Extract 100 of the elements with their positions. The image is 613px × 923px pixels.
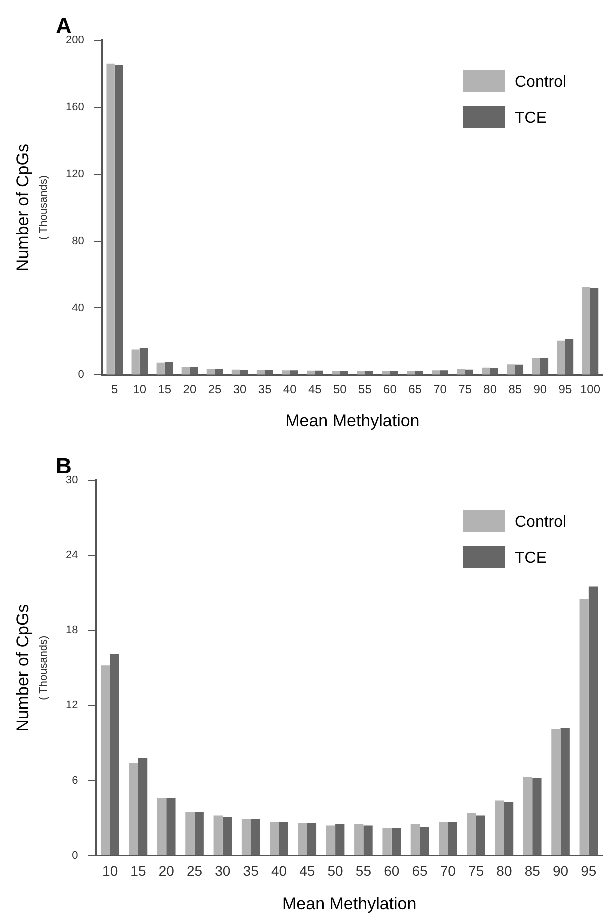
bar (279, 822, 288, 856)
bar (565, 339, 574, 375)
x-tick-label: 80 (484, 382, 498, 397)
y-tick-label: 200 (66, 34, 84, 46)
bar (476, 816, 486, 856)
x-tick-label: 35 (258, 382, 272, 397)
bar (315, 370, 324, 375)
bar (132, 350, 140, 375)
y-tick-label: 30 (66, 474, 78, 486)
x-tick-label: 65 (412, 863, 428, 880)
bar (215, 369, 224, 375)
bar (364, 826, 373, 856)
x-tick-label: 80 (496, 863, 512, 880)
y-tick-label: 80 (72, 235, 84, 248)
bar (336, 824, 345, 856)
y-axis-title: Number of CpGs (14, 604, 33, 732)
x-tick-label: 85 (508, 382, 522, 397)
x-tick-label: 35 (243, 863, 260, 880)
bar (140, 348, 148, 375)
bar (256, 370, 266, 375)
x-tick-label: 75 (468, 863, 484, 880)
x-tick-label: 40 (283, 382, 298, 397)
bar (194, 812, 204, 856)
y-tick-label: 120 (66, 168, 84, 180)
x-tick-label: 30 (233, 382, 248, 397)
bar (138, 758, 148, 856)
bar (306, 370, 316, 375)
bar (495, 800, 504, 856)
y-tick-label: 160 (66, 101, 84, 114)
bar (532, 778, 542, 856)
x-tick-label: 60 (384, 863, 400, 880)
bar (232, 370, 240, 375)
bar (420, 827, 430, 856)
x-tick-label: 100 (580, 382, 601, 397)
x-tick-label: 95 (581, 863, 597, 880)
x-tick-label: 10 (102, 863, 118, 880)
x-tick-label: 25 (186, 863, 203, 880)
bar (357, 371, 366, 375)
bar (242, 820, 252, 856)
x-tick-label: 85 (524, 863, 541, 880)
bar (265, 370, 274, 375)
x-tick-label: 25 (208, 382, 222, 397)
x-tick-label: 70 (434, 382, 448, 397)
x-tick-label: 90 (552, 863, 569, 880)
bar (390, 372, 398, 375)
x-tick-label: 95 (558, 382, 572, 397)
x-tick-label: 5 (112, 382, 119, 397)
bar (504, 802, 514, 856)
bar (156, 362, 165, 375)
legend-label: Control (515, 514, 567, 531)
x-tick-label: 70 (440, 863, 456, 880)
legend-label: TCE (515, 550, 547, 567)
bar (182, 368, 190, 375)
bar (240, 370, 248, 375)
legend-label: Control (515, 74, 567, 91)
bar (114, 66, 124, 375)
text: ( Thousands) (38, 636, 50, 700)
x-tick-label: 15 (158, 382, 172, 397)
y-axis-title: Number of CpGs (14, 144, 33, 272)
x-tick-label: 45 (308, 382, 322, 397)
bar (560, 728, 570, 856)
x-axis-title: Mean Methylation (286, 411, 420, 430)
x-tick-label: 50 (328, 863, 344, 880)
bar (332, 371, 340, 375)
bar (164, 362, 174, 375)
bar (532, 358, 540, 375)
bar (523, 776, 533, 856)
bar (166, 798, 176, 856)
bar (439, 822, 448, 856)
x-axis-title: Mean Methylation (282, 894, 417, 914)
bar (222, 817, 232, 856)
bar (457, 370, 466, 375)
x-tick-label: 90 (534, 382, 548, 397)
x-tick-label: 40 (271, 863, 288, 880)
x-tick-label: 65 (408, 382, 422, 397)
x-tick-label: 55 (356, 863, 372, 880)
bar (392, 828, 401, 856)
bar (440, 370, 448, 375)
bar (557, 340, 566, 375)
x-tick-label: 20 (183, 382, 197, 397)
bar (270, 822, 280, 856)
bar (190, 368, 198, 375)
bar (110, 654, 120, 856)
bar (186, 812, 195, 856)
y-tick-label: 0 (72, 850, 78, 862)
bar (298, 823, 308, 856)
y-tick-label: 40 (72, 302, 84, 314)
bar (157, 798, 167, 856)
bar (354, 824, 364, 856)
bar (465, 370, 474, 375)
x-tick-label: 15 (130, 863, 146, 880)
bar (580, 599, 589, 856)
bar (282, 370, 290, 375)
bar (365, 371, 374, 375)
y-tick-label: 18 (66, 624, 78, 637)
bar (448, 822, 458, 856)
bar (590, 288, 599, 375)
bar (106, 64, 115, 375)
bar (290, 370, 298, 375)
legend-label: TCE (515, 110, 547, 127)
